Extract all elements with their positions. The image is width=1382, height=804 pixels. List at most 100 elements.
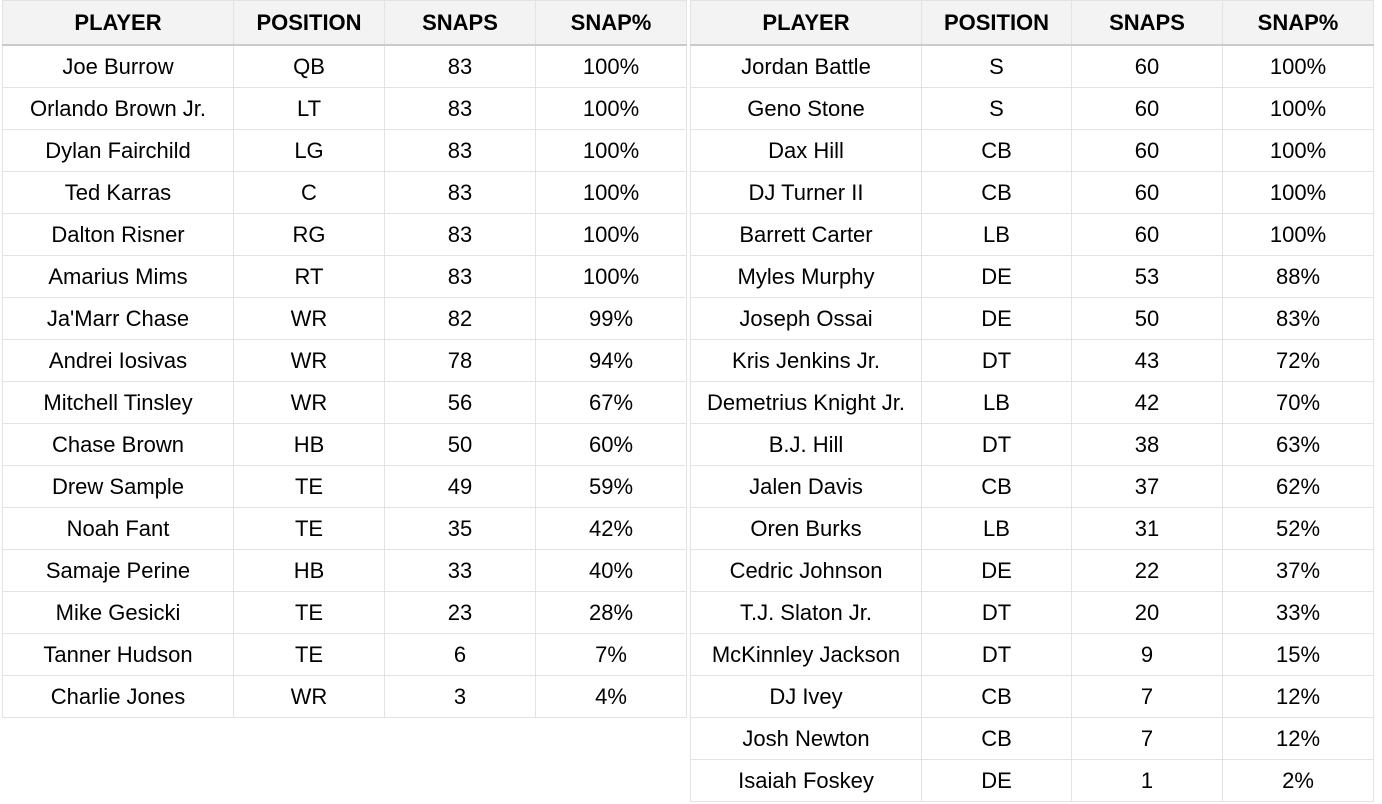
snap-pct-cell[interactable]: 100% bbox=[1222, 213, 1374, 256]
position-cell[interactable]: TE bbox=[233, 591, 385, 634]
snap-pct-cell[interactable]: 12% bbox=[1222, 717, 1374, 760]
snaps-cell[interactable]: 60 bbox=[1071, 213, 1223, 256]
snaps-cell[interactable]: 60 bbox=[1071, 129, 1223, 172]
position-cell[interactable]: TE bbox=[233, 507, 385, 550]
player-cell[interactable]: Myles Murphy bbox=[690, 255, 922, 298]
snaps-cell[interactable]: 20 bbox=[1071, 591, 1223, 634]
position-cell[interactable]: C bbox=[233, 171, 385, 214]
position-cell[interactable]: CB bbox=[921, 171, 1072, 214]
snaps-cell[interactable]: 22 bbox=[1071, 549, 1223, 592]
player-cell[interactable]: Demetrius Knight Jr. bbox=[690, 381, 922, 424]
player-cell[interactable]: Ted Karras bbox=[2, 171, 234, 214]
snap-pct-cell[interactable]: 28% bbox=[535, 591, 687, 634]
player-cell[interactable]: Drew Sample bbox=[2, 465, 234, 508]
player-cell[interactable]: Andrei Iosivas bbox=[2, 339, 234, 382]
position-cell[interactable]: RG bbox=[233, 213, 385, 256]
player-cell[interactable]: Joe Burrow bbox=[2, 44, 234, 88]
column-header-player[interactable]: PLAYER bbox=[2, 0, 234, 46]
position-cell[interactable]: CB bbox=[921, 675, 1072, 718]
player-cell[interactable]: Dax Hill bbox=[690, 129, 922, 172]
position-cell[interactable]: RT bbox=[233, 255, 385, 298]
position-cell[interactable]: CB bbox=[921, 129, 1072, 172]
snaps-cell[interactable]: 83 bbox=[384, 171, 536, 214]
position-cell[interactable]: LB bbox=[921, 213, 1072, 256]
position-cell[interactable]: QB bbox=[233, 44, 385, 88]
snaps-cell[interactable]: 83 bbox=[384, 213, 536, 256]
column-header-player[interactable]: PLAYER bbox=[690, 0, 922, 46]
snap-pct-cell[interactable]: 33% bbox=[1222, 591, 1374, 634]
column-header-snap-pct[interactable]: SNAP% bbox=[1222, 0, 1374, 46]
snap-pct-cell[interactable]: 12% bbox=[1222, 675, 1374, 718]
snaps-cell[interactable]: 7 bbox=[1071, 717, 1223, 760]
snaps-cell[interactable]: 60 bbox=[1071, 44, 1223, 88]
snaps-cell[interactable]: 42 bbox=[1071, 381, 1223, 424]
player-cell[interactable]: Dylan Fairchild bbox=[2, 129, 234, 172]
position-cell[interactable]: CB bbox=[921, 465, 1072, 508]
snap-pct-cell[interactable]: 100% bbox=[535, 44, 687, 88]
snaps-cell[interactable]: 50 bbox=[384, 423, 536, 466]
snap-pct-cell[interactable]: 100% bbox=[1222, 44, 1374, 88]
snap-pct-cell[interactable]: 83% bbox=[1222, 297, 1374, 340]
player-cell[interactable]: Barrett Carter bbox=[690, 213, 922, 256]
player-cell[interactable]: Ja'Marr Chase bbox=[2, 297, 234, 340]
snaps-cell[interactable]: 83 bbox=[384, 255, 536, 298]
player-cell[interactable]: Charlie Jones bbox=[2, 675, 234, 718]
player-cell[interactable]: Cedric Johnson bbox=[690, 549, 922, 592]
snap-pct-cell[interactable]: 100% bbox=[535, 87, 687, 130]
position-cell[interactable]: LG bbox=[233, 129, 385, 172]
snap-pct-cell[interactable]: 100% bbox=[535, 255, 687, 298]
snaps-cell[interactable]: 9 bbox=[1071, 633, 1223, 676]
snap-pct-cell[interactable]: 94% bbox=[535, 339, 687, 382]
snap-pct-cell[interactable]: 70% bbox=[1222, 381, 1374, 424]
position-cell[interactable]: DE bbox=[921, 255, 1072, 298]
snap-pct-cell[interactable]: 100% bbox=[1222, 87, 1374, 130]
snap-pct-cell[interactable]: 37% bbox=[1222, 549, 1374, 592]
snap-pct-cell[interactable]: 42% bbox=[535, 507, 687, 550]
snaps-cell[interactable]: 23 bbox=[384, 591, 536, 634]
snaps-cell[interactable]: 43 bbox=[1071, 339, 1223, 382]
position-cell[interactable]: DT bbox=[921, 423, 1072, 466]
column-header-position[interactable]: POSITION bbox=[233, 0, 385, 46]
snap-pct-cell[interactable]: 15% bbox=[1222, 633, 1374, 676]
player-cell[interactable]: Samaje Perine bbox=[2, 549, 234, 592]
column-header-snap-pct[interactable]: SNAP% bbox=[535, 0, 687, 46]
snap-pct-cell[interactable]: 72% bbox=[1222, 339, 1374, 382]
snap-pct-cell[interactable]: 100% bbox=[535, 171, 687, 214]
snap-pct-cell[interactable]: 59% bbox=[535, 465, 687, 508]
snaps-cell[interactable]: 60 bbox=[1071, 171, 1223, 214]
snaps-cell[interactable]: 38 bbox=[1071, 423, 1223, 466]
player-cell[interactable]: Tanner Hudson bbox=[2, 633, 234, 676]
player-cell[interactable]: Amarius Mims bbox=[2, 255, 234, 298]
snaps-cell[interactable]: 78 bbox=[384, 339, 536, 382]
player-cell[interactable]: Noah Fant bbox=[2, 507, 234, 550]
snaps-cell[interactable]: 35 bbox=[384, 507, 536, 550]
position-cell[interactable]: HB bbox=[233, 423, 385, 466]
player-cell[interactable]: T.J. Slaton Jr. bbox=[690, 591, 922, 634]
player-cell[interactable]: Jordan Battle bbox=[690, 44, 922, 88]
player-cell[interactable]: DJ Ivey bbox=[690, 675, 922, 718]
snaps-cell[interactable]: 1 bbox=[1071, 759, 1223, 802]
snaps-cell[interactable]: 56 bbox=[384, 381, 536, 424]
position-cell[interactable]: LB bbox=[921, 381, 1072, 424]
column-header-position[interactable]: POSITION bbox=[921, 0, 1072, 46]
position-cell[interactable]: DE bbox=[921, 549, 1072, 592]
position-cell[interactable]: TE bbox=[233, 465, 385, 508]
position-cell[interactable]: S bbox=[921, 44, 1072, 88]
snaps-cell[interactable]: 3 bbox=[384, 675, 536, 718]
position-cell[interactable]: WR bbox=[233, 381, 385, 424]
snap-pct-cell[interactable]: 100% bbox=[535, 213, 687, 256]
snap-pct-cell[interactable]: 62% bbox=[1222, 465, 1374, 508]
player-cell[interactable]: Joseph Ossai bbox=[690, 297, 922, 340]
column-header-snaps[interactable]: SNAPS bbox=[384, 0, 536, 46]
position-cell[interactable]: HB bbox=[233, 549, 385, 592]
player-cell[interactable]: B.J. Hill bbox=[690, 423, 922, 466]
player-cell[interactable]: Jalen Davis bbox=[690, 465, 922, 508]
snaps-cell[interactable]: 82 bbox=[384, 297, 536, 340]
player-cell[interactable]: Isaiah Foskey bbox=[690, 759, 922, 802]
position-cell[interactable]: TE bbox=[233, 633, 385, 676]
snap-pct-cell[interactable]: 88% bbox=[1222, 255, 1374, 298]
snaps-cell[interactable]: 83 bbox=[384, 44, 536, 88]
snaps-cell[interactable]: 6 bbox=[384, 633, 536, 676]
position-cell[interactable]: DT bbox=[921, 591, 1072, 634]
snaps-cell[interactable]: 83 bbox=[384, 129, 536, 172]
